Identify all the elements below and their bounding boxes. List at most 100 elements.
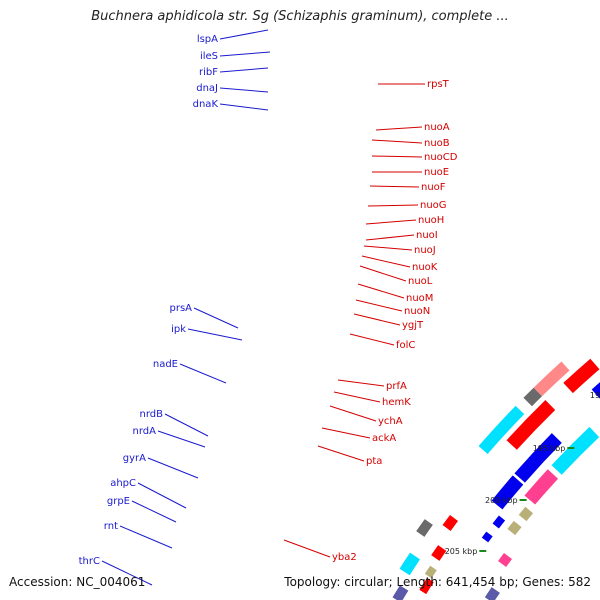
reverse-cds (442, 514, 458, 531)
gene-label-forward: rnt (104, 521, 118, 532)
gene-label-reverse: folC (396, 340, 415, 351)
gene-label-reverse: nuoL (408, 276, 433, 287)
gene-label-forward: prsA (169, 303, 192, 314)
accession-label: Accession: NC_004061 (9, 575, 146, 589)
gene-label-forward: ahpC (110, 478, 136, 489)
leader-line (371, 155, 423, 158)
leader-line (147, 457, 199, 479)
leader-line (219, 67, 269, 73)
tick-label: 190 kbp (590, 391, 600, 400)
leader-line (349, 333, 395, 346)
reverse-cds (431, 545, 447, 561)
gene-label-reverse: rpsT (427, 79, 450, 90)
misc-feature (424, 565, 437, 579)
gene-label-reverse: nuoM (406, 293, 433, 304)
leader-line (361, 255, 411, 268)
misc-feature (416, 519, 433, 537)
gene-label-reverse: nuoI (416, 230, 438, 241)
misc-feature (498, 553, 513, 567)
gene-label-forward: gyrA (123, 453, 146, 464)
leader-line (371, 139, 423, 144)
gene-label-forward: nrdA (133, 426, 157, 437)
gene-label-forward: grpE (107, 496, 130, 507)
gene-label-forward: lspA (197, 34, 218, 45)
rna-feature (399, 552, 420, 576)
gene-labels: lspA ileS ribF dnaJ dnaK prsA ipk nadE nrdB nrdA g… (79, 34, 458, 567)
gene-label-reverse: nuoA (424, 122, 450, 133)
gene-label-reverse: pta (366, 456, 382, 467)
leader-line (137, 482, 187, 509)
leader-line (317, 445, 365, 462)
label-leaders (101, 29, 425, 586)
reverse-cds (506, 399, 556, 450)
leader-line (164, 413, 209, 437)
tick-label: 195 kbp (533, 444, 566, 453)
leader-line (357, 283, 405, 299)
leader-line (131, 500, 177, 523)
leader-line (365, 219, 417, 225)
leader-line (219, 103, 269, 111)
gene-label-forward: ribF (199, 67, 218, 78)
leader-line (365, 234, 415, 241)
leader-line (337, 379, 385, 387)
map-title: Buchnera aphidicola str. Sg (Schizaphis … (91, 9, 509, 24)
leader-line (359, 265, 407, 282)
reverse-cds (419, 577, 434, 595)
gene-label-forward: thrC (79, 556, 100, 567)
reverse-cds (563, 358, 600, 394)
gene-label-reverse: nuoCD (424, 152, 458, 163)
gene-label-reverse: prfA (386, 381, 407, 392)
misc-feature (533, 361, 570, 397)
gene-label-forward: nadE (153, 359, 178, 370)
misc-feature (518, 506, 534, 522)
tick-label: 205 kbp (445, 547, 478, 556)
leader-line (355, 299, 403, 312)
kbp-ticks: 155 kbp160 kbp165 kbp170 kbp175 kbp180 k… (445, 391, 600, 556)
forward-cds (481, 531, 493, 543)
misc-feature (523, 387, 542, 407)
misc-feature (507, 520, 522, 536)
rna-feature (551, 426, 600, 475)
gene-label-forward: dnaJ (196, 83, 218, 94)
misc-feature (524, 469, 559, 505)
leader-line (369, 185, 420, 188)
forward-cds (591, 382, 600, 399)
leader-line (179, 363, 227, 384)
leader-line (157, 430, 206, 448)
gene-label-reverse: ackA (372, 433, 396, 444)
gene-label-forward: ipk (171, 324, 186, 335)
leader-line (283, 539, 331, 558)
leader-line (187, 328, 243, 341)
leader-line (333, 391, 381, 403)
tick-label: 200 kbp (485, 496, 518, 505)
leader-line (367, 204, 419, 207)
gene-label-reverse: nuoB (424, 138, 450, 149)
leader-line (363, 245, 413, 251)
gene-label-reverse: hemK (382, 397, 411, 408)
gene-label-forward: dnaK (193, 99, 219, 110)
forward-cds (514, 433, 562, 483)
leader-line (219, 87, 269, 93)
gene-label-reverse: ygjT (402, 320, 424, 331)
gene-label-reverse: nuoG (420, 200, 447, 211)
gene-label-reverse: nuoK (412, 262, 438, 273)
leader-line (321, 427, 371, 439)
leader-line (375, 126, 423, 131)
gene-label-reverse: nuoE (424, 167, 449, 178)
forward-cds (491, 475, 524, 510)
misc-feature (392, 585, 409, 600)
gene-label-reverse: nuoJ (414, 245, 436, 256)
leader-line (219, 29, 269, 40)
gene-label-reverse: ychA (378, 416, 403, 427)
leader-line (101, 560, 153, 586)
gene-label-reverse: nuoH (418, 215, 444, 226)
gene-label-reverse: nuoN (404, 306, 430, 317)
misc-feature (484, 587, 500, 600)
rna-feature (478, 405, 525, 454)
leader-line (119, 525, 173, 549)
gene-label-reverse: nuoF (421, 182, 446, 193)
leader-line (353, 313, 401, 326)
gene-label-reverse: yba2 (332, 552, 357, 563)
gene-label-forward: ileS (200, 51, 218, 62)
